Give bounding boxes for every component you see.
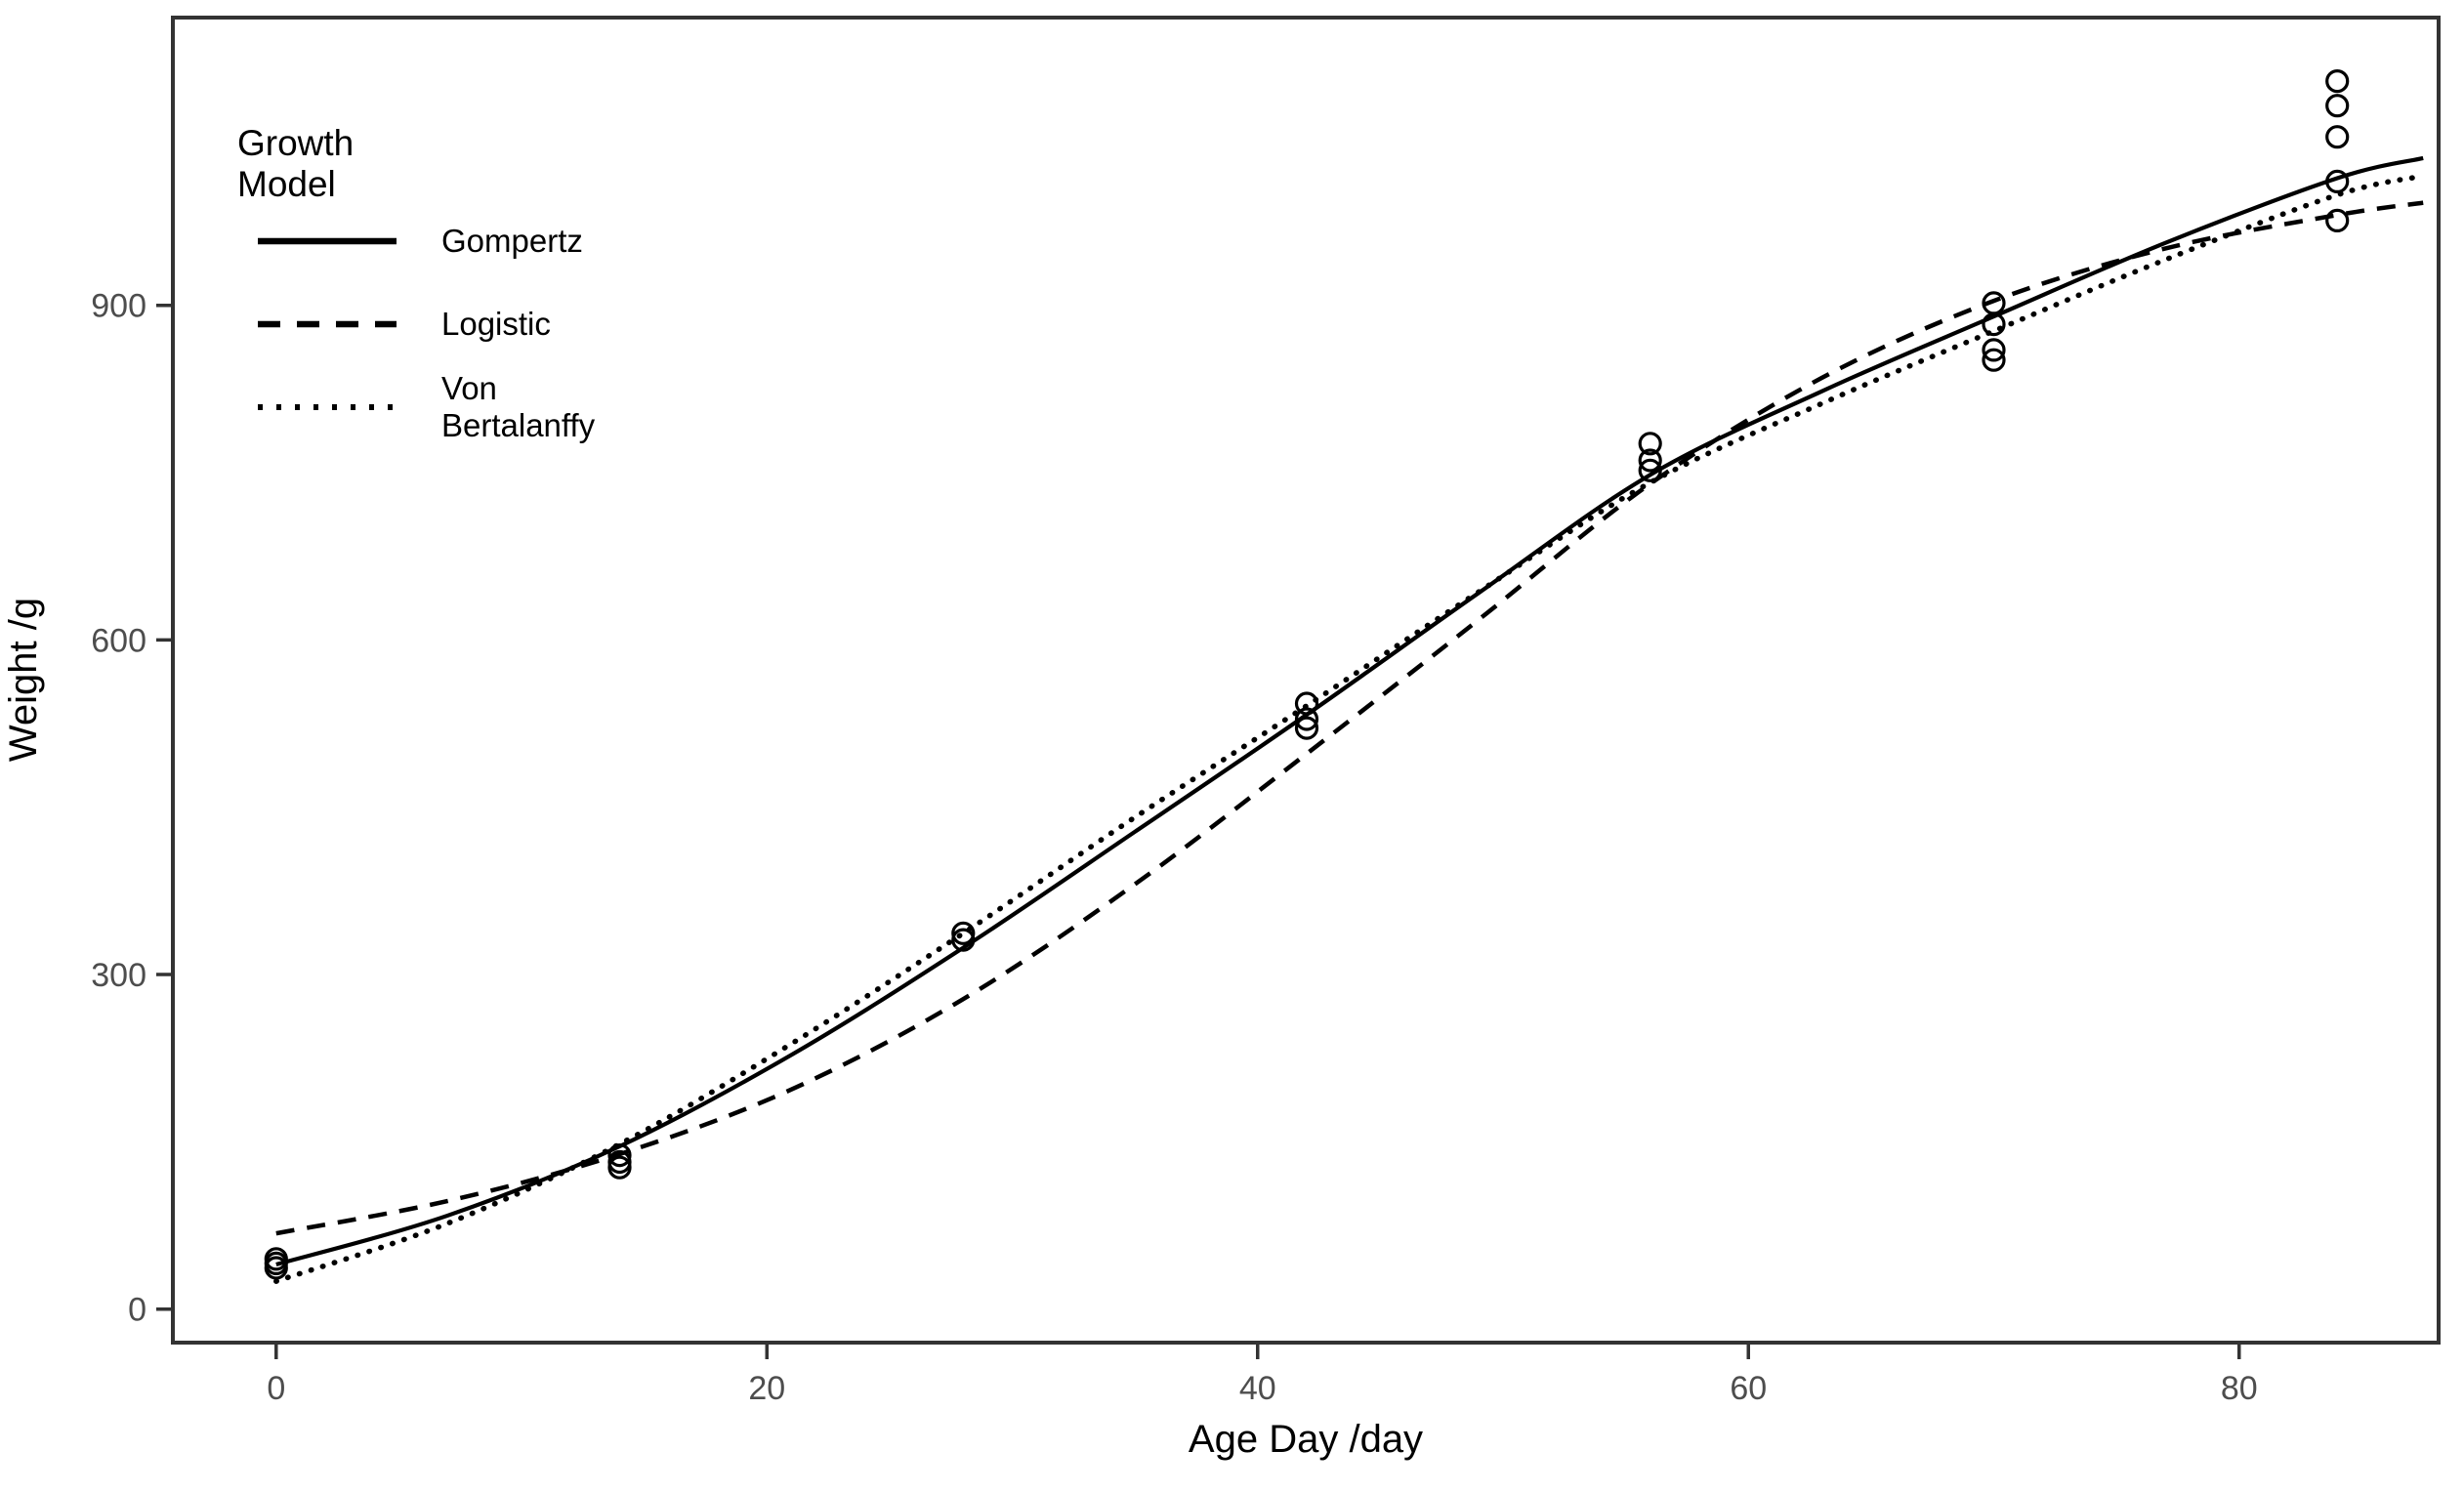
y-tick-label: 600	[91, 622, 146, 659]
data-point	[1294, 691, 1319, 716]
data-point	[1638, 432, 1662, 456]
curve-logistic	[275, 200, 2424, 1236]
x-tick-label: 60	[1730, 1370, 1767, 1407]
y-tick-label: 0	[128, 1292, 146, 1329]
data-point	[2325, 208, 2350, 232]
x-tick-label: 20	[748, 1370, 785, 1407]
x-tick-label: 0	[267, 1370, 285, 1407]
x-tick-label: 80	[2221, 1370, 2258, 1407]
data-point	[607, 1142, 632, 1168]
y-tick-label: 900	[91, 288, 146, 325]
dotted-line-icon	[258, 404, 397, 410]
y-tick-label: 300	[91, 957, 146, 994]
data-point	[2325, 125, 2350, 149]
legend-item-label: Gompertz	[441, 223, 583, 259]
data-point	[1294, 707, 1319, 731]
data-point	[951, 921, 976, 945]
x-tick-label: 40	[1239, 1370, 1276, 1407]
data-point	[1638, 448, 1662, 473]
data-point	[2325, 68, 2350, 94]
data-point	[1982, 348, 2006, 372]
legend-item-logistic: Logistic	[256, 303, 551, 346]
data-point	[2325, 169, 2350, 193]
y-axis-title: Weight /g	[2, 597, 45, 763]
curve-gompertz	[275, 155, 2424, 1267]
legend-title: Growth Model	[237, 123, 355, 204]
curve-von-bertalanffy	[273, 173, 2426, 1284]
dashed-line-icon	[258, 320, 397, 328]
legend-item-gompertz: Gompertz	[256, 220, 583, 263]
legend-item-von-bertalanffy: Von Bertalanffy	[256, 370, 595, 443]
scatter-points	[264, 68, 2350, 1280]
panel-border	[171, 16, 2441, 1345]
data-point	[264, 1247, 288, 1271]
x-axis-title: Age Day /day	[1188, 1418, 1424, 1461]
data-point	[1982, 291, 2006, 315]
data-point	[951, 928, 976, 952]
data-point	[2325, 94, 2350, 118]
data-point	[1294, 716, 1319, 740]
data-point	[1982, 338, 2006, 362]
legend-item-label: Von Bertalanffy	[441, 370, 596, 443]
data-point	[607, 1149, 632, 1175]
legend-item-label: Logistic	[441, 306, 551, 342]
data-point	[1638, 458, 1662, 482]
solid-line-icon	[258, 237, 397, 245]
y-axis-ticks: 0 300 600 900	[91, 288, 173, 1329]
x-axis-ticks: 0 20 40 60 80	[267, 1343, 2258, 1407]
